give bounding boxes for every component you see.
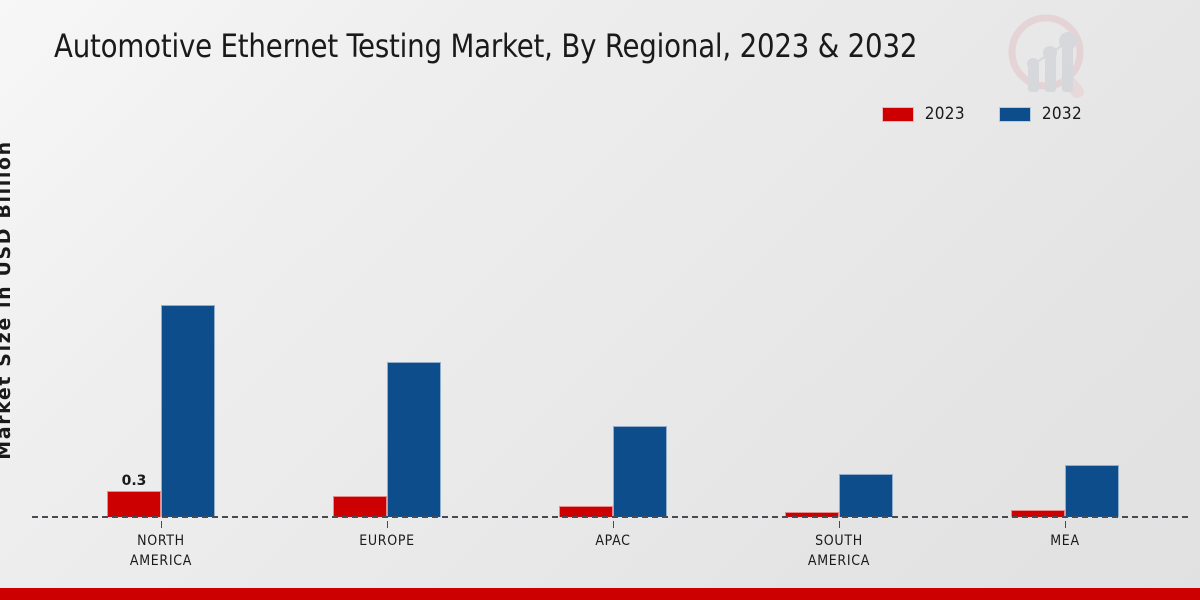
bar-2032-south-america[interactable]	[839, 474, 893, 517]
magnifier-bar-chart-logo-icon	[1000, 2, 1105, 102]
bar-2023-north-america[interactable]: 0.3	[107, 473, 161, 517]
bar-group-apac	[500, 150, 726, 517]
x-tick-mea-line1: MEA	[1050, 533, 1080, 549]
chart-title: Automotive Ethernet Testing Market, By R…	[54, 27, 918, 65]
tick-mark-icon	[612, 521, 614, 528]
bar-2032-europe[interactable]	[387, 362, 441, 517]
x-tick-north-america-line2: AMERICA	[129, 553, 193, 569]
bar-2032-mea[interactable]	[1065, 465, 1119, 517]
y-axis-title: Market Size in USD Billion	[0, 140, 15, 460]
legend-item-2032[interactable]: 2032	[998, 104, 1082, 124]
bar-value-label-north-america-2023: 0.3	[121, 473, 147, 489]
legend-swatch-icon-2023	[881, 106, 914, 122]
bar-group-mea	[952, 150, 1178, 517]
bar-2023-europe[interactable]	[333, 496, 387, 517]
x-tick-south-america: SOUTH AMERICA	[726, 521, 952, 571]
x-tick-mea: MEA	[952, 521, 1178, 571]
x-tick-south-america-line2: AMERICA	[807, 553, 871, 569]
tick-mark-icon	[1064, 521, 1066, 528]
x-tick-europe-line1: EUROPE	[359, 533, 415, 549]
bar-2032-north-america[interactable]	[161, 305, 215, 517]
x-tick-apac: APAC	[500, 521, 726, 571]
legend-label-2023: 2023	[924, 104, 965, 124]
bar-groups: 0.3	[48, 150, 1178, 517]
chart-legend: 2023 2032	[881, 104, 1082, 124]
tick-mark-icon	[838, 521, 840, 528]
bar-2023-south-america[interactable]	[785, 512, 839, 517]
bottom-accent-band	[0, 588, 1200, 600]
x-axis-tick-labels: NORTH AMERICA EUROPE APAC SOUTH AMERICA …	[48, 521, 1178, 571]
legend-swatch-icon-2032	[998, 106, 1031, 122]
legend-label-2032: 2032	[1041, 104, 1082, 124]
bar-2023-mea[interactable]	[1011, 510, 1065, 517]
bar-group-north-america: 0.3	[48, 150, 274, 517]
bar-2032-apac[interactable]	[613, 426, 667, 517]
x-tick-north-america: NORTH AMERICA	[48, 521, 274, 571]
tick-mark-icon	[160, 521, 162, 528]
axis-baseline	[32, 516, 1188, 518]
x-tick-apac-line1: APAC	[595, 533, 631, 549]
bar-2023-apac[interactable]	[559, 506, 613, 517]
tick-mark-icon	[386, 521, 388, 528]
x-tick-north-america-line1: NORTH	[137, 533, 185, 549]
x-tick-south-america-line1: SOUTH	[815, 533, 863, 549]
bar-group-south-america	[726, 150, 952, 517]
x-tick-europe: EUROPE	[274, 521, 500, 571]
bar-group-europe	[274, 150, 500, 517]
legend-item-2023[interactable]: 2023	[881, 104, 965, 124]
